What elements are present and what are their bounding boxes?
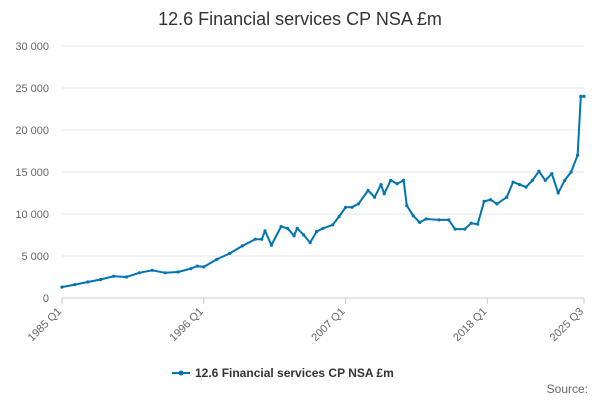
data-point[interactable] bbox=[437, 218, 441, 222]
data-point[interactable] bbox=[260, 237, 264, 241]
x-axis: 1985 Q1 1996 Q1 2007 Q1 2018 Q1 2025 Q3 bbox=[26, 298, 586, 344]
data-point[interactable] bbox=[511, 180, 515, 184]
data-point[interactable] bbox=[463, 227, 467, 231]
data-point[interactable] bbox=[189, 267, 193, 271]
data-point[interactable] bbox=[124, 275, 128, 279]
data-point[interactable] bbox=[195, 264, 199, 268]
source-label: Source: bbox=[547, 382, 588, 396]
data-point[interactable] bbox=[269, 243, 273, 247]
data-point[interactable] bbox=[476, 222, 480, 226]
series-line[interactable] bbox=[61, 95, 584, 289]
data-point[interactable] bbox=[263, 229, 267, 233]
data-point[interactable] bbox=[518, 183, 522, 187]
y-tick-label: 10 000 bbox=[15, 209, 49, 221]
y-tick-label: 15 000 bbox=[15, 167, 49, 179]
data-point[interactable] bbox=[60, 285, 64, 289]
y-tick-label: 30 000 bbox=[15, 41, 49, 53]
data-point[interactable] bbox=[530, 178, 535, 182]
legend[interactable]: 12.6 Financial services CP NSA £m bbox=[172, 366, 394, 380]
data-point[interactable] bbox=[550, 172, 554, 176]
data-point[interactable] bbox=[405, 204, 409, 208]
data-point[interactable] bbox=[389, 178, 393, 182]
data-point[interactable] bbox=[356, 202, 360, 206]
data-point[interactable] bbox=[395, 182, 399, 186]
y-tick-label: 20 000 bbox=[15, 125, 49, 137]
data-point[interactable] bbox=[418, 220, 422, 224]
data-point[interactable] bbox=[308, 241, 312, 245]
data-point[interactable] bbox=[563, 178, 567, 182]
data-point[interactable] bbox=[86, 280, 90, 284]
data-point[interactable] bbox=[453, 227, 457, 231]
data-point[interactable] bbox=[279, 225, 283, 229]
data-point[interactable] bbox=[489, 198, 493, 202]
grid bbox=[62, 45, 584, 257]
data-point[interactable] bbox=[469, 221, 473, 225]
data-point[interactable] bbox=[286, 226, 290, 230]
data-point[interactable] bbox=[411, 214, 415, 218]
x-tick-label: 1996 Q1 bbox=[168, 306, 206, 344]
data-point[interactable] bbox=[253, 237, 257, 241]
legend-point-marker bbox=[178, 370, 184, 376]
data-point[interactable] bbox=[576, 153, 580, 157]
data-point[interactable] bbox=[350, 205, 354, 209]
data-point[interactable] bbox=[150, 268, 154, 272]
x-tick-label: 2025 Q3 bbox=[548, 306, 586, 344]
data-point[interactable] bbox=[382, 192, 386, 196]
y-tick-label: 25 000 bbox=[15, 83, 49, 95]
data-point[interactable] bbox=[482, 199, 486, 203]
chart-title: 12.6 Financial services CP NSA £m bbox=[158, 9, 442, 29]
data-point[interactable] bbox=[112, 274, 116, 278]
data-point[interactable] bbox=[543, 178, 547, 182]
data-point[interactable] bbox=[295, 226, 299, 230]
data-point[interactable] bbox=[163, 271, 167, 275]
data-point[interactable] bbox=[337, 214, 341, 219]
data-point[interactable] bbox=[524, 185, 528, 189]
data-point[interactable] bbox=[569, 170, 573, 174]
data-point[interactable] bbox=[537, 169, 541, 173]
y-tick-label: 0 bbox=[43, 293, 49, 305]
x-tick-label: 2007 Q1 bbox=[309, 306, 347, 344]
data-point[interactable] bbox=[331, 223, 335, 227]
data-point[interactable] bbox=[215, 257, 219, 261]
data-point[interactable] bbox=[556, 191, 560, 195]
data-point[interactable] bbox=[202, 265, 206, 269]
data-point[interactable] bbox=[373, 195, 377, 199]
data-point[interactable] bbox=[73, 283, 77, 287]
data-point[interactable] bbox=[240, 244, 244, 248]
data-point[interactable] bbox=[321, 226, 325, 230]
data-point[interactable] bbox=[579, 94, 583, 98]
data-point[interactable] bbox=[582, 94, 586, 98]
data-point[interactable] bbox=[495, 202, 499, 206]
data-point[interactable] bbox=[315, 230, 319, 234]
data-point[interactable] bbox=[379, 183, 383, 187]
legend-label: 12.6 Financial services CP NSA £m bbox=[195, 366, 394, 380]
data-point[interactable] bbox=[402, 178, 406, 182]
data-point[interactable] bbox=[344, 205, 348, 209]
data-point[interactable] bbox=[99, 277, 103, 282]
data-point[interactable] bbox=[302, 233, 306, 237]
y-axis: 0 5 000 10 000 15 000 20 000 25 000 30 000 bbox=[15, 41, 49, 305]
data-point[interactable] bbox=[424, 217, 428, 221]
data-point[interactable] bbox=[228, 251, 232, 256]
data-point[interactable] bbox=[366, 188, 370, 193]
data-point[interactable] bbox=[176, 270, 180, 274]
data-point[interactable] bbox=[137, 271, 141, 275]
data-point[interactable] bbox=[505, 195, 509, 199]
x-tick-label: 2018 Q1 bbox=[451, 306, 489, 344]
data-point[interactable] bbox=[447, 218, 451, 222]
data-point[interactable] bbox=[292, 234, 296, 238]
y-tick-label: 5 000 bbox=[21, 251, 49, 263]
x-tick-label: 1985 Q1 bbox=[26, 306, 64, 344]
series-group bbox=[60, 94, 586, 289]
